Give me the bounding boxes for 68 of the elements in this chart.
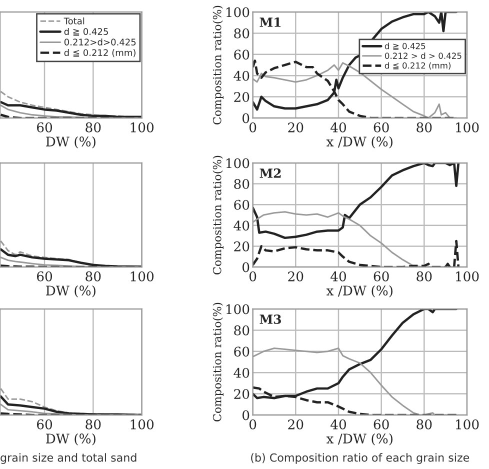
x-tick-label: 40 xyxy=(330,122,346,132)
x-tick-label: 20 xyxy=(288,122,304,132)
y-tick-label: 100 xyxy=(226,304,250,314)
x-tick-label: 80 xyxy=(86,419,101,430)
y-tick-label: 40 xyxy=(234,368,250,378)
chart-title: M2 xyxy=(260,168,281,178)
x-tick-label: 60 xyxy=(374,419,389,430)
x-tick-label: 20 xyxy=(288,419,304,430)
x-tick-label: 80 xyxy=(416,122,432,132)
x-tick-label: 80 xyxy=(86,122,101,132)
x-tick-label: 60 xyxy=(37,122,52,132)
line-series xyxy=(252,163,460,240)
x-axis-title: DW (%) xyxy=(46,136,96,148)
y-tick-label: 0 xyxy=(242,410,250,420)
x-tick-label: 80 xyxy=(416,419,432,430)
y-tick-label: 80 xyxy=(234,325,250,336)
y-axis-title: Composition ratio(%) xyxy=(212,302,224,422)
x-tick-label: 60 xyxy=(37,271,52,282)
x-tick-label: 40 xyxy=(330,271,346,282)
y-axis-title: Composition ratio(%) xyxy=(212,6,224,124)
x-tick-label: 0 xyxy=(249,419,256,430)
y-tick-label: 0 xyxy=(242,113,250,124)
x-tick-label: 100 xyxy=(130,271,154,282)
y-tick-label: 60 xyxy=(234,200,250,210)
x-tick-label: 100 xyxy=(456,271,479,282)
y-tick-label: 20 xyxy=(234,389,250,399)
y-tick-label: 40 xyxy=(234,70,250,81)
x-tick-label: 100 xyxy=(130,419,154,430)
x-axis-title: DW (%) xyxy=(46,285,96,298)
y-tick-label: 60 xyxy=(234,50,250,60)
legend-label: d ≦ 0.212 (mm) xyxy=(64,49,136,58)
legend-label: d ≧ 0.425 xyxy=(64,28,108,36)
x-tick-label: 100 xyxy=(456,419,479,430)
y-tick-label: 60 xyxy=(234,346,250,357)
y-tick-label: 80 xyxy=(234,179,250,189)
y-tick-label: 100 xyxy=(226,7,250,18)
x-tick-label: 80 xyxy=(416,271,432,282)
text: grain size and total sand xyxy=(0,453,136,464)
x-tick-label: 0 xyxy=(249,122,256,132)
legend-label: Total xyxy=(64,17,84,24)
x-tick-label: 40 xyxy=(330,419,346,430)
y-tick-label: 20 xyxy=(234,241,250,252)
legend-label: d ≦ 0.212 (mm) xyxy=(384,62,451,70)
x-axis-title: DW (%) xyxy=(46,433,96,446)
x-tick-label: 60 xyxy=(374,122,389,132)
x-tick-label: 80 xyxy=(86,271,101,282)
y-tick-label: 0 xyxy=(242,262,250,272)
x-tick-label: 100 xyxy=(130,122,154,132)
y-tick-label: 100 xyxy=(226,158,250,168)
legend-label: 0.212>d>0.425 xyxy=(64,38,136,46)
y-tick-label: 20 xyxy=(234,92,250,102)
text: (b) Composition ratio of each grain size xyxy=(251,453,470,464)
y-tick-label: 80 xyxy=(234,28,250,38)
x-tick-label: 100 xyxy=(456,122,479,132)
x-tick-label: 60 xyxy=(37,419,52,430)
legend-label: 0.212 > d > 0.425 xyxy=(384,52,462,59)
x-tick-label: 20 xyxy=(288,271,304,282)
x-tick-label: 60 xyxy=(374,271,389,282)
line-series xyxy=(252,240,460,267)
chart-title: M1 xyxy=(260,18,281,27)
x-axis-title: x /DW (%) xyxy=(326,136,392,148)
y-axis-title: Composition ratio(%) xyxy=(212,156,224,274)
x-tick-label: 0 xyxy=(249,271,256,282)
chart-title: M3 xyxy=(260,314,281,324)
y-tick-label: 40 xyxy=(234,220,250,231)
x-axis-title: x /DW (%) xyxy=(326,285,392,298)
x-axis-title: x /DW (%) xyxy=(326,433,392,446)
legend-label: d ≧ 0.425 xyxy=(384,42,426,50)
